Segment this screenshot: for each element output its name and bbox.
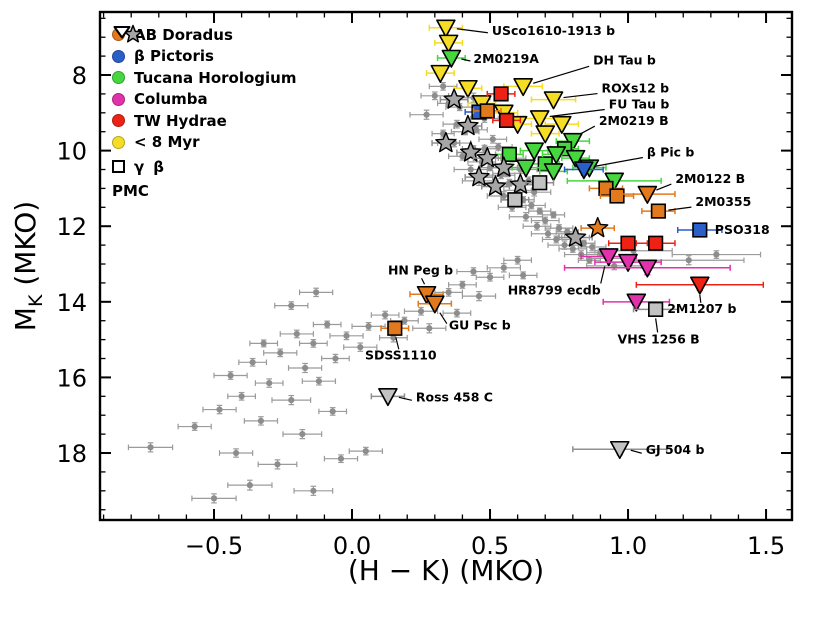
beta-pictoris-dot-icon bbox=[112, 49, 125, 63]
legend-label-young: < 8 Myr bbox=[134, 133, 200, 152]
legend-label-ab-doradus: AB Doradus bbox=[134, 25, 233, 44]
legend: AB Doradus β Pictoris Tucana Horologium … bbox=[112, 24, 297, 202]
tw-hydrae-dot-icon bbox=[112, 114, 125, 128]
beta-label: β bbox=[153, 157, 164, 176]
plot-frame bbox=[98, 10, 794, 522]
legend-label-tw-hydrae: TW Hydrae bbox=[134, 111, 227, 130]
pmc-label: PMC bbox=[112, 182, 149, 201]
young-dot-icon bbox=[112, 135, 125, 149]
legend-label-tucana-horologium: Tucana Horologium bbox=[134, 68, 297, 87]
group-points bbox=[370, 19, 765, 460]
columba-dot-icon bbox=[112, 92, 125, 106]
y-axis-title-rest: (MKO) bbox=[9, 200, 43, 295]
svg-text:HR8799 ecdb: HR8799 ecdb bbox=[508, 282, 601, 297]
svg-text:8: 8 bbox=[72, 62, 87, 90]
svg-text:VHS 1256 B: VHS 1256 B bbox=[618, 331, 700, 346]
svg-text:FU Tau b: FU Tau b bbox=[609, 96, 670, 111]
svg-text:12: 12 bbox=[56, 213, 87, 241]
svg-text:USco1610-1913 b: USco1610-1913 b bbox=[492, 23, 615, 38]
svg-text:2M0122 B: 2M0122 B bbox=[675, 171, 745, 186]
svg-text:ROXs12 b: ROXs12 b bbox=[602, 81, 670, 96]
tucana-horologium-dot-icon bbox=[112, 71, 125, 85]
svg-text:GU Psc b: GU Psc b bbox=[449, 318, 511, 333]
gamma-square-icon bbox=[112, 160, 125, 174]
legend-item-tw-hydrae: TW Hydrae bbox=[112, 110, 297, 132]
y-axis-title-main: M bbox=[9, 307, 43, 332]
svg-text:2M0219 B: 2M0219 B bbox=[599, 113, 669, 128]
svg-text:SDSS1110: SDSS1110 bbox=[365, 347, 437, 362]
svg-text:β Pic b: β Pic b bbox=[647, 145, 695, 160]
svg-text:1.5: 1.5 bbox=[747, 532, 785, 560]
legend-label-beta-pictoris: β Pictoris bbox=[134, 47, 214, 66]
svg-text:16: 16 bbox=[56, 364, 87, 392]
legend-label-columba: Columba bbox=[134, 90, 208, 109]
tick-labels: −0.5 0.0 0.5 1.0 1.5 8 10 12 14 16 18 bbox=[56, 62, 785, 560]
legend-symbols-row-2: PMC bbox=[112, 26, 297, 203]
legend-symbols-row-1: γ β bbox=[112, 24, 297, 178]
legend-item-young: < 8 Myr bbox=[112, 132, 297, 154]
svg-text:0.5: 0.5 bbox=[471, 532, 509, 560]
legend-item-beta-pictoris: β Pictoris bbox=[112, 46, 297, 68]
svg-text:2M1207 b: 2M1207 b bbox=[667, 301, 736, 316]
svg-text:HN Peg b: HN Peg b bbox=[388, 262, 453, 277]
svg-text:2M0355: 2M0355 bbox=[695, 194, 751, 209]
svg-text:18: 18 bbox=[56, 440, 87, 468]
svg-text:10: 10 bbox=[56, 138, 87, 166]
svg-text:Ross 458 C: Ross 458 C bbox=[416, 389, 493, 404]
x-axis-title: (H − K) (MKO) bbox=[347, 554, 545, 587]
svg-text:−0.5: −0.5 bbox=[185, 532, 243, 560]
gamma-label: γ bbox=[134, 157, 145, 176]
svg-text:2M0219A: 2M0219A bbox=[473, 51, 539, 66]
svg-text:DH Tau b: DH Tau b bbox=[593, 52, 656, 67]
svg-text:PSO318: PSO318 bbox=[715, 222, 770, 237]
svg-text:GJ 504 b: GJ 504 b bbox=[646, 442, 705, 457]
legend-item-tucana-horologium: Tucana Horologium bbox=[112, 67, 297, 89]
svg-text:0.0: 0.0 bbox=[333, 532, 371, 560]
legend-item-columba: Columba bbox=[112, 89, 297, 111]
svg-text:14: 14 bbox=[56, 289, 87, 317]
svg-text:1.0: 1.0 bbox=[609, 532, 647, 560]
pmc-triangle-icon bbox=[113, 26, 131, 39]
annotations: USco1610-1913 b 2M0219A DH Tau b ROXs12 bFU… bbox=[365, 23, 770, 457]
y-axis-title: MK (MKO) bbox=[9, 201, 47, 331]
y-axis-title-sub: K bbox=[24, 294, 47, 308]
